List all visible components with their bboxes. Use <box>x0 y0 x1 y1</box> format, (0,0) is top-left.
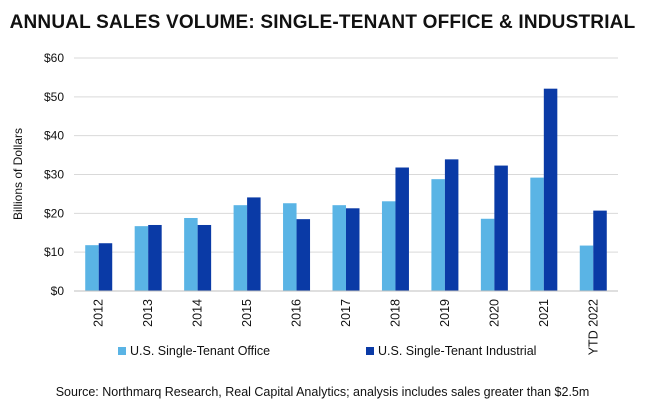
bar-industrial <box>543 88 558 291</box>
bar-office <box>530 177 544 291</box>
x-tick-label: 2013 <box>141 299 155 327</box>
bar-office <box>85 245 99 291</box>
x-tick-label: 2016 <box>290 299 304 327</box>
x-tick-label: 2019 <box>438 299 452 327</box>
x-tick-label: 2015 <box>240 299 254 327</box>
bar-industrial <box>346 208 360 291</box>
bar-office <box>283 203 297 291</box>
y-axis-tick-labels: $0 $10 $20 $30 $40 $50 $60 <box>44 51 64 298</box>
y-tick-label: $10 <box>44 245 64 259</box>
x-tick-label: YTD 2022 <box>586 299 600 355</box>
x-tick-label: 2021 <box>537 299 551 327</box>
bar-industrial <box>494 165 508 291</box>
legend-label: U.S. Single-Tenant Office <box>130 344 270 358</box>
bar-industrial <box>98 243 113 291</box>
x-axis-tick-labels: 2012 2013 2014 2015 2016 2017 2018 2019 2020 2021… <box>92 299 601 355</box>
y-tick-label: $60 <box>44 51 64 65</box>
bars <box>85 88 607 291</box>
bar-industrial <box>444 159 459 291</box>
bar-chart: $0 $10 $20 $30 $40 $50 $60 Billions of Dollars… <box>11 51 618 358</box>
legend-label: U.S. Single-Tenant Industrial <box>378 344 536 358</box>
bar-office <box>579 245 594 291</box>
bar-office <box>332 205 346 291</box>
bar-industrial <box>296 219 311 291</box>
y-tick-label: $0 <box>51 284 65 298</box>
bar-industrial <box>593 210 607 291</box>
chart-title: ANNUAL SALES VOLUME: SINGLE-TENANT OFFIC… <box>9 12 636 33</box>
y-axis-label: Billions of Dollars <box>11 128 25 220</box>
source-note: Source: Northmarq Research, Real Capital… <box>55 385 590 399</box>
bar-office <box>233 205 248 291</box>
bar-office <box>431 179 445 291</box>
legend-swatch <box>118 347 126 355</box>
x-tick-label: 2020 <box>487 299 501 327</box>
bar-office <box>134 226 149 291</box>
bar-industrial <box>395 167 409 291</box>
bar-office <box>381 201 396 291</box>
x-tick-label: 2018 <box>388 299 402 327</box>
x-tick-label: 2012 <box>92 299 106 327</box>
y-tick-label: $20 <box>44 206 64 220</box>
y-tick-label: $30 <box>44 168 64 182</box>
legend-swatch <box>366 347 374 355</box>
bar-office <box>480 218 495 291</box>
bar-industrial <box>197 224 212 291</box>
bar-office <box>184 217 198 291</box>
x-tick-label: 2017 <box>339 299 353 327</box>
y-tick-label: $40 <box>44 129 64 143</box>
bar-industrial <box>247 197 261 291</box>
x-tick-label: 2014 <box>191 299 205 327</box>
y-tick-label: $50 <box>44 90 64 104</box>
bar-industrial <box>148 224 162 291</box>
legend: U.S. Single-Tenant Office U.S. Single-Ten… <box>118 344 536 358</box>
